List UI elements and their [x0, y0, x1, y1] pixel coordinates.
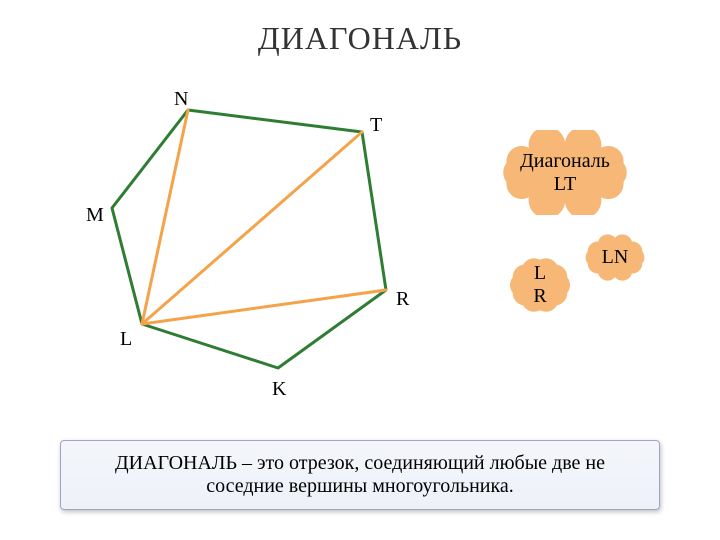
- diagonal-LR: [142, 290, 386, 324]
- polygon-svg: [80, 80, 440, 410]
- cloud-lt: Диагональ LT: [490, 130, 640, 215]
- cloud-ln: LN: [580, 230, 650, 285]
- vertex-label-N: N: [174, 88, 188, 111]
- cloud-lr-text: L R: [533, 262, 546, 308]
- cloud-lt-text: Диагональ LT: [520, 150, 610, 196]
- cloud-ln-text: LN: [602, 246, 629, 269]
- page-title: ДИАГОНАЛЬ: [0, 20, 720, 57]
- vertex-label-M: M: [86, 204, 104, 227]
- definition-box: ДИАГОНАЛЬ – это отрезок, соединяющий люб…: [60, 440, 660, 510]
- diagonal-LT: [142, 132, 362, 324]
- definition-text: ДИАГОНАЛЬ – это отрезок, соединяющий люб…: [75, 452, 645, 498]
- polygon-diagram: N T R K L M: [80, 80, 440, 410]
- cloud-lr: L R: [505, 250, 575, 320]
- vertex-label-K: K: [272, 378, 286, 401]
- vertex-label-L: L: [120, 328, 132, 351]
- vertex-label-T: T: [370, 114, 382, 137]
- vertex-label-R: R: [396, 288, 409, 311]
